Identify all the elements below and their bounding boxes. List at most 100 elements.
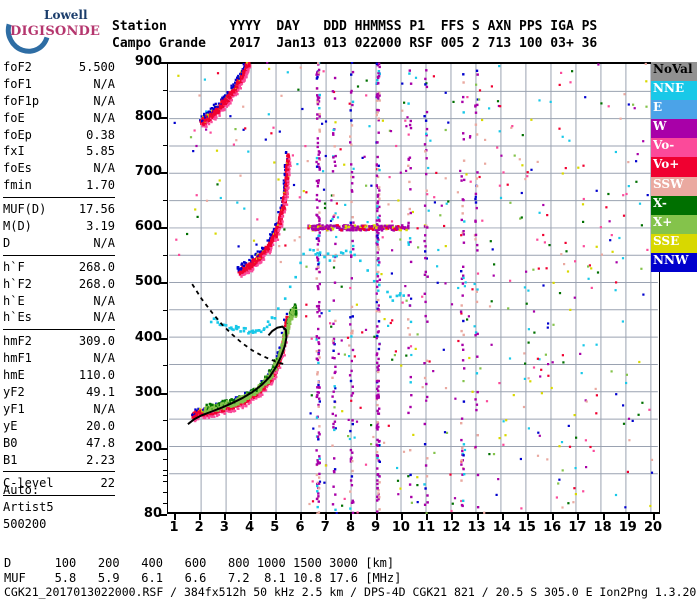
x-axis-label: 19 — [618, 520, 637, 535]
y-axis-label: 200 — [134, 439, 162, 455]
param-row: foEs N/A — [3, 160, 115, 177]
legend-item-ssw[interactable]: SSW — [651, 176, 697, 196]
param-key: MUF(D) — [3, 202, 47, 217]
x-axis-tick — [224, 514, 227, 520]
ionogram-echo-scatter — [173, 62, 654, 514]
param-key: foEp — [3, 127, 32, 142]
y-axis-minor-tick — [163, 502, 167, 504]
param-key: fxI — [3, 144, 25, 159]
auto-program: Artist5 — [3, 499, 54, 514]
legend-item-w[interactable]: W — [651, 119, 697, 139]
param-row: hmE 110.0 — [3, 367, 115, 384]
y-axis-tick — [160, 447, 167, 450]
y-axis-minor-tick — [163, 420, 167, 422]
legend-item-nne[interactable]: NNE — [651, 81, 697, 101]
auto-code: 500200 — [3, 516, 47, 531]
param-row: C-level 22 — [3, 475, 115, 492]
param-value: N/A — [93, 161, 115, 176]
y-axis-label: 400 — [134, 329, 162, 345]
param-group: MUF(D) 17.56 M(D) 3.19 D N/A — [3, 200, 115, 253]
y-axis-minor-tick — [163, 469, 167, 471]
y-axis-minor-tick — [163, 458, 167, 460]
y-axis-minor-tick — [163, 480, 167, 482]
param-value: 0.38 — [86, 127, 115, 142]
x-axis-tick — [552, 514, 555, 520]
logo-digisonde-text: DIGISONDE — [10, 24, 101, 39]
y-axis-minor-tick — [163, 199, 167, 201]
param-key: yF2 — [3, 385, 25, 400]
legend-item-x-[interactable]: X- — [651, 195, 697, 215]
param-row: fxI 5.85 — [3, 143, 115, 160]
param-key: hmF1 — [3, 351, 32, 366]
param-value: N/A — [93, 293, 115, 308]
y-axis-minor-tick — [163, 89, 167, 91]
param-key: foE — [3, 110, 25, 125]
param-divider — [3, 197, 115, 199]
x-axis-tick — [249, 514, 252, 520]
legend-item-nnw[interactable]: NNW — [651, 252, 697, 273]
param-row: foF1 N/A — [3, 76, 115, 93]
x-axis-label: 14 — [492, 520, 511, 535]
param-key: D — [3, 235, 11, 250]
param-row: hmF2 309.0 — [3, 333, 115, 350]
y-axis-label: 80 — [143, 506, 162, 521]
x-axis-labels: 1 2 3 4 5 6 7 8 9 10 11 12 13 14 15 16 17 18 19 20 — [167, 520, 663, 542]
autoscaling-info: Auto: Artist5 500200 — [3, 482, 115, 533]
legend-item-vo-[interactable]: Vo+ — [651, 157, 697, 177]
legend-item-sse[interactable]: SSE — [651, 233, 697, 253]
param-key: M(D) — [3, 219, 32, 234]
param-key: foF2 — [3, 60, 32, 74]
param-value: 5.500 — [78, 60, 115, 74]
x-axis-label: 10 — [391, 520, 410, 535]
param-key: hmE — [3, 368, 25, 383]
legend-item-x-[interactable]: X+ — [651, 214, 697, 234]
param-row: foEp 0.38 — [3, 127, 115, 144]
legend-item-vo-[interactable]: Vo- — [651, 138, 697, 158]
x-axis-label: 11 — [417, 520, 436, 535]
param-row: foE N/A — [3, 110, 115, 127]
legend-item-e[interactable]: E — [651, 100, 697, 120]
x-axis-label: 16 — [543, 520, 562, 535]
param-group: C-level 22 — [3, 474, 115, 493]
x-axis-label: 7 — [320, 520, 330, 535]
param-key: yF1 — [3, 401, 25, 416]
param-row: foF1p N/A — [3, 93, 115, 110]
param-key: h`F2 — [3, 276, 32, 291]
param-value: N/A — [93, 76, 115, 91]
x-axis-tick — [199, 514, 202, 520]
param-key: h`E — [3, 293, 25, 308]
y-axis-label: 700 — [134, 164, 162, 180]
x-axis-label: 4 — [245, 520, 255, 535]
param-value: 22 — [100, 476, 115, 491]
legend-item-noval[interactable]: NoVal — [651, 62, 697, 82]
x-axis-tick — [400, 514, 403, 520]
x-axis-tick — [325, 514, 328, 520]
x-axis-tick — [300, 514, 303, 520]
x-axis-label: 6 — [295, 520, 305, 535]
param-value: 1.70 — [86, 178, 115, 193]
x-axis-tick — [426, 514, 429, 520]
x-axis-label: 20 — [643, 520, 663, 535]
param-key: foF1p — [3, 93, 40, 108]
param-value: 47.8 — [86, 435, 115, 450]
x-axis-label: 18 — [593, 520, 612, 535]
param-key: h`F — [3, 259, 25, 274]
param-group: foF2 5.500 foF1 N/A foF1p N/A foE N/A foEp 0.38 fx… — [3, 58, 115, 195]
param-row: yE 20.0 — [3, 418, 115, 435]
polarization-direction-legend: NoVal NNE E W Vo- Vo+ SSW X- X+ SSE NNW — [651, 62, 697, 273]
param-row: D N/A — [3, 235, 115, 252]
y-axis-tick — [160, 337, 167, 340]
param-group: hmF2 309.0 hmF1 N/A hmE 110.0 yF2 49.1 yF1 N/A yE 2… — [3, 332, 115, 469]
ionogram-plot-area[interactable] — [167, 62, 660, 514]
y-axis-minor-tick — [163, 310, 167, 312]
param-key: fmin — [3, 178, 32, 193]
x-axis-tick — [451, 514, 454, 520]
param-value: 110.0 — [78, 368, 115, 383]
y-axis-minor-tick — [163, 144, 167, 146]
x-axis-tick — [375, 514, 378, 520]
x-axis-label: 1 — [169, 520, 179, 535]
x-axis-tick — [274, 514, 277, 520]
y-axis-label: 800 — [134, 109, 162, 125]
param-value: N/A — [93, 401, 115, 416]
param-value: 17.56 — [78, 202, 115, 217]
